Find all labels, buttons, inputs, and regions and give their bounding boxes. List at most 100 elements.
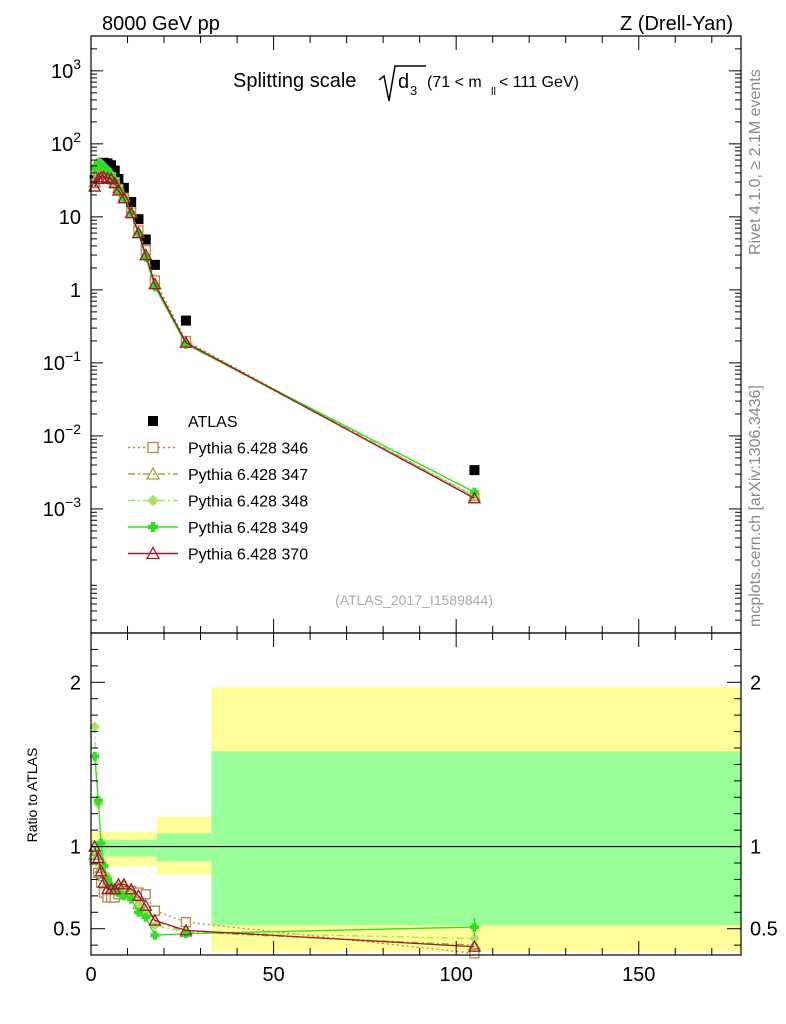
ratio-xtick-label: 150 (622, 964, 655, 986)
legend-label-0: ATLAS (188, 414, 238, 431)
main-point-0-13 (180, 315, 191, 326)
main-ytick-label: 10−2 (43, 421, 81, 448)
main-point-0-14 (469, 465, 480, 476)
ratio-xtick-label: 0 (85, 964, 96, 986)
main-ytick-label: 103 (51, 56, 81, 83)
ratio-point-4-10 (131, 889, 146, 902)
ratio-point-3-9 (126, 894, 136, 904)
main-point-4-2 (96, 159, 106, 169)
main-point-5-13 (179, 335, 193, 348)
process-label: Z (Drell-Yan) (620, 13, 733, 35)
main-point-5-6 (108, 176, 122, 189)
ratio-point-3-13 (181, 929, 191, 939)
main-point-4-5 (106, 170, 116, 180)
ratio-point-3-2 (96, 838, 106, 848)
ratio-ylabel: Ratio to ATLAS (24, 748, 40, 843)
main-series-layer (88, 157, 482, 504)
ratio-point-2-14 (469, 933, 480, 944)
main-line-1 (94, 172, 475, 499)
title-range-sub: ll (491, 86, 496, 98)
main-frame (90, 35, 742, 634)
main-point-5-11 (139, 248, 153, 261)
main-point-0-5 (106, 160, 117, 171)
legend-marker-3 (147, 494, 159, 507)
legend-label-4: Pythia 6.428 349 (188, 520, 308, 537)
analysis-id: (ATLAS_2017_I1589844) (335, 592, 493, 608)
ratio-series-layer (88, 721, 482, 959)
main-point-5-10 (131, 226, 146, 239)
main-point-4-4 (102, 166, 112, 176)
legend-label-5: Pythia 6.428 370 (188, 547, 308, 564)
title-sqrt-var: d (398, 71, 409, 93)
main-point-5-4 (100, 171, 115, 184)
mcplots-label: mcplots.cern.ch [arXiv:1306.3436] (747, 385, 764, 627)
plot-title: Splitting scale d 3 (71 < m ll < 111 GeV… (233, 65, 579, 102)
main-point-4-13 (181, 339, 191, 349)
main-point-0-11 (140, 234, 151, 245)
axes-layer: 10−3 10−2 10−1 1 10 102 103 0 50 100 150 0.5 0.5 1 1 2 2 (43, 35, 778, 986)
ratio-point-3-4 (102, 874, 112, 884)
title-sqrt-sub: 3 (410, 83, 417, 98)
ratio-point-4-11 (139, 898, 153, 911)
main-point-0-6 (109, 165, 120, 176)
ratio-point-3-8 (119, 891, 129, 901)
main-point-5-0 (88, 179, 102, 192)
ratio-point-1-14 (467, 938, 482, 951)
ratio-point-3-5 (106, 881, 116, 891)
ratio-point-3-7 (113, 888, 123, 898)
main-point-5-3 (97, 170, 111, 183)
main-ytick-label: 102 (51, 129, 81, 156)
ratio-point-3-10 (133, 907, 143, 917)
legend-label-1: Pythia 6.428 346 (188, 441, 308, 458)
main-ytick-label: 10−3 (43, 494, 81, 521)
ratio-point-4-13 (179, 923, 193, 936)
energy-label: 8000 GeV pp (102, 13, 220, 35)
ratio-point-4-9 (124, 882, 138, 895)
rivet-version-label: Rivet 4.1.0, ≥ 2.1M events (747, 69, 764, 255)
legend-marker-5 (145, 546, 161, 560)
main-ytick-label: 10 (59, 207, 81, 229)
main-point-0-10 (133, 214, 144, 225)
ratio-xtick-label: 50 (262, 964, 284, 986)
legend-marker-2 (145, 466, 161, 480)
ratio-ytick-label: 0.5 (53, 919, 81, 941)
ratio-point-3-3 (99, 861, 109, 871)
title-range: (71 < m (427, 74, 482, 91)
uncertainty-band-stat-1 (156, 833, 212, 862)
ratio-ytick-label-right: 1 (750, 837, 761, 859)
legend: ATLAS Pythia 6.428 346 Pythia 6.428 347 Pyt… (128, 414, 308, 564)
main-point-5-12 (148, 277, 162, 290)
ratio-point-4-2 (94, 864, 108, 877)
ratio-point-3-11 (141, 912, 151, 922)
ratio-line-4 (94, 846, 475, 948)
main-point-0-12 (149, 259, 160, 270)
ratio-ytick-label: 1 (70, 837, 81, 859)
ratio-uncertainty-bands (91, 687, 741, 952)
ratio-point-4-3 (97, 875, 111, 888)
legend-marker-1 (147, 441, 159, 454)
ratio-ytick-label-right: 0.5 (750, 919, 778, 941)
main-point-5-7 (111, 183, 125, 196)
main-point-4-0 (90, 163, 100, 173)
main-point-5-14 (467, 491, 482, 504)
main-point-4-3 (99, 162, 109, 172)
ratio-point-4-1 (91, 851, 105, 864)
main-point-5-1 (91, 172, 105, 185)
ratio-point-3-0 (90, 751, 100, 761)
legend-marker-0 (148, 416, 158, 426)
ratio-ytick-label-right: 2 (750, 672, 761, 694)
ratio-point-4-8 (117, 877, 131, 890)
main-line-5 (94, 176, 475, 499)
ratio-point-4-0 (88, 839, 102, 852)
ratio-point-4-14 (467, 939, 482, 952)
ratio-point-4-12 (148, 913, 162, 926)
uncertainty-band-stat-0 (91, 840, 157, 857)
main-point-4-12 (150, 282, 160, 292)
ratio-ytick-label: 2 (70, 672, 81, 694)
ratio-point-3-12 (150, 930, 160, 940)
main-point-5-9 (124, 206, 138, 219)
ratio-frame (90, 632, 742, 956)
title-main: Splitting scale (233, 70, 356, 92)
main-ytick-label: 10−1 (43, 348, 81, 375)
